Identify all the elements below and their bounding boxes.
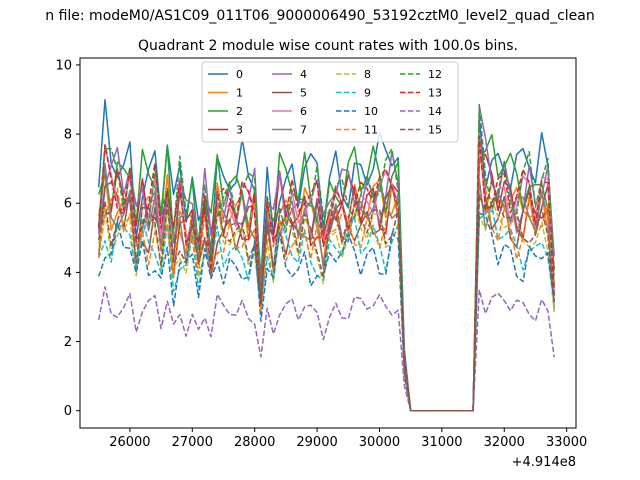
x-tick-label: 31000 — [421, 435, 462, 450]
legend-label-11: 11 — [364, 124, 378, 137]
x-tick-label: 26000 — [109, 435, 150, 450]
legend-label-7: 7 — [300, 124, 307, 137]
x-tick-label: 28000 — [234, 435, 275, 450]
x-axis: 26000 27000 28000 29000 30000 31000 32000 33000 — [109, 428, 587, 450]
legend-label-2: 2 — [236, 105, 243, 118]
y-tick-label: 0 — [64, 404, 72, 419]
legend-label-8: 8 — [364, 68, 371, 81]
x-tick-label: 30000 — [359, 435, 400, 450]
legend-label-14: 14 — [428, 105, 442, 118]
y-tick-label: 8 — [64, 128, 72, 143]
series-line-14 — [97, 286, 555, 412]
y-axis: 0 2 4 6 8 10 — [55, 58, 80, 419]
legend-label-6: 6 — [300, 105, 307, 118]
x-tick-label: 33000 — [546, 435, 587, 450]
series-layer — [97, 98, 555, 412]
y-tick-label: 10 — [55, 58, 72, 73]
y-tick-label: 6 — [64, 197, 72, 212]
legend-label-1: 1 — [236, 87, 243, 100]
series-line-15 — [97, 178, 555, 412]
y-tick-label: 2 — [64, 335, 72, 350]
legend-label-10: 10 — [364, 105, 378, 118]
legend-label-0: 0 — [236, 68, 243, 81]
x-tick-label: 29000 — [296, 435, 337, 450]
x-tick-label: 27000 — [172, 435, 213, 450]
y-tick-label: 4 — [64, 266, 72, 281]
legend-label-4: 4 — [300, 68, 307, 81]
legend-label-12: 12 — [428, 68, 442, 81]
legend-label-13: 13 — [428, 87, 442, 100]
legend-label-5: 5 — [300, 87, 307, 100]
chart-title: Quadrant 2 module wise count rates with … — [138, 38, 518, 54]
plot-frame — [79, 57, 577, 429]
legend-label-3: 3 — [236, 124, 243, 137]
x-tick-label: 32000 — [484, 435, 525, 450]
legend-label-9: 9 — [364, 87, 371, 100]
legend-box — [201, 61, 459, 143]
figure-suptitle: n file: modeM0/AS1C09_011T06_9000006490_… — [45, 8, 594, 24]
legend-label-15: 15 — [428, 124, 442, 137]
x-offset-label: +4.914e8 — [512, 455, 576, 470]
series-line-13 — [97, 135, 555, 412]
